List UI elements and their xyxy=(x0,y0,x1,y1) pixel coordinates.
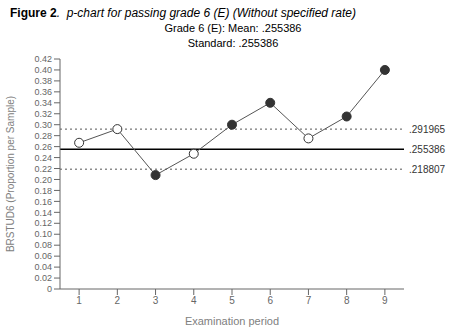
svg-text:.218807: .218807 xyxy=(409,164,446,175)
svg-text:0.12: 0.12 xyxy=(34,218,52,228)
svg-text:0.22: 0.22 xyxy=(34,164,52,174)
svg-text:0.20: 0.20 xyxy=(34,175,52,185)
svg-text:7: 7 xyxy=(306,295,312,306)
svg-text:9: 9 xyxy=(382,295,388,306)
svg-text:0.18: 0.18 xyxy=(34,186,52,196)
html-text:Grade 6 (E): Mean: .255386: Grade 6 (E): Mean: .255386 xyxy=(164,22,302,34)
svg-text:2: 2 xyxy=(115,295,121,306)
svg-text:0.26: 0.26 xyxy=(34,142,52,152)
html-text:Standard: .255386: Standard: .255386 xyxy=(187,37,279,49)
svg-text:0.16: 0.16 xyxy=(34,197,52,207)
svg-text:1: 1 xyxy=(76,295,82,306)
html-text:Figure 2. p-chart for passing: Figure 2. p-chart for passing grade 6 (E… xyxy=(10,6,356,20)
svg-text:0.14: 0.14 xyxy=(34,208,52,218)
svg-text:0.04: 0.04 xyxy=(34,262,52,272)
svg-text:0.08: 0.08 xyxy=(34,240,52,250)
svg-text:6: 6 xyxy=(267,295,273,306)
svg-text:0.02: 0.02 xyxy=(34,273,52,283)
svg-text:0.36: 0.36 xyxy=(34,87,52,97)
svg-text:0.32: 0.32 xyxy=(34,109,52,119)
svg-text:0.34: 0.34 xyxy=(34,98,52,108)
svg-text:4: 4 xyxy=(191,295,197,306)
svg-text:0.42: 0.42 xyxy=(34,54,52,64)
svg-text:.291965: .291965 xyxy=(409,124,446,135)
svg-text:0.30: 0.30 xyxy=(34,120,52,130)
svg-text:3: 3 xyxy=(153,295,159,306)
svg-text:BRSTUD6 (Proportion per Sample: BRSTUD6 (Proportion per Sample) xyxy=(8,96,16,252)
svg-text:0.06: 0.06 xyxy=(34,251,52,261)
svg-text:0.24: 0.24 xyxy=(34,153,52,163)
svg-text:0.38: 0.38 xyxy=(34,76,52,86)
svg-text:0.40: 0.40 xyxy=(34,65,52,75)
svg-text:Examination period: Examination period xyxy=(185,315,279,327)
svg-text:0.28: 0.28 xyxy=(34,131,52,141)
svg-text:.255386: .255386 xyxy=(409,144,446,155)
svg-text:8: 8 xyxy=(344,295,350,306)
svg-text:5: 5 xyxy=(229,295,235,306)
svg-text:0.10: 0.10 xyxy=(34,229,52,239)
svg-text:0: 0 xyxy=(47,284,52,294)
